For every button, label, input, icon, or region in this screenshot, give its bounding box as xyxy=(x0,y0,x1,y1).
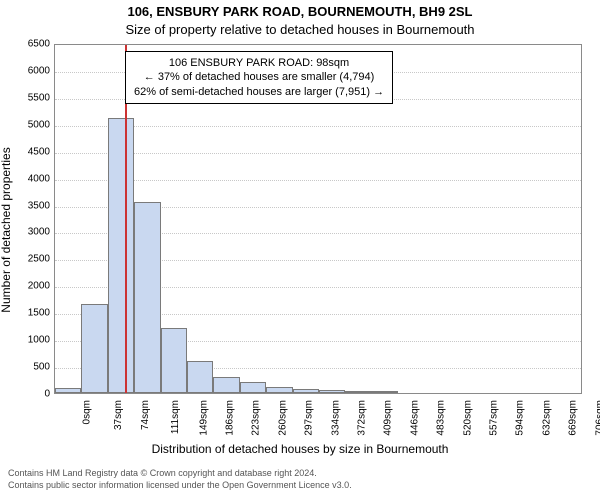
chart-title-1: 106, ENSBURY PARK ROAD, BOURNEMOUTH, BH9… xyxy=(0,4,600,19)
histogram-bar xyxy=(293,389,319,393)
x-tick-label: 149sqm xyxy=(198,400,209,436)
plot-area: 106 ENSBURY PARK ROAD: 98sqm← 37% of det… xyxy=(54,44,582,394)
y-tick-label: 1000 xyxy=(10,335,50,346)
x-axis-label: Distribution of detached houses by size … xyxy=(0,442,600,456)
histogram-bar xyxy=(55,388,81,393)
x-tick-label: 223sqm xyxy=(251,400,262,436)
x-tick-label: 632sqm xyxy=(541,400,552,436)
x-tick-label: 669sqm xyxy=(568,400,579,436)
y-tick-label: 0 xyxy=(10,389,50,400)
y-tick-label: 500 xyxy=(10,362,50,373)
x-tick-label: 594sqm xyxy=(515,400,526,436)
x-tick-label: 297sqm xyxy=(304,400,315,436)
y-tick-label: 2500 xyxy=(10,254,50,265)
x-tick-label: 334sqm xyxy=(330,400,341,436)
x-tick-label: 74sqm xyxy=(140,400,151,430)
x-tick-label: 186sqm xyxy=(225,400,236,436)
histogram-bar xyxy=(161,328,187,393)
annotation-line-2: ← 37% of detached houses are smaller (4,… xyxy=(134,70,384,84)
histogram-bar xyxy=(345,391,371,393)
x-tick-label: 37sqm xyxy=(113,400,124,430)
x-tick-label: 446sqm xyxy=(409,400,420,436)
chart-container: 106, ENSBURY PARK ROAD, BOURNEMOUTH, BH9… xyxy=(0,0,600,500)
x-tick-label: 520sqm xyxy=(462,400,473,436)
y-tick-label: 3000 xyxy=(10,227,50,238)
x-tick-label: 557sqm xyxy=(489,400,500,436)
y-tick-label: 5000 xyxy=(10,119,50,130)
histogram-bar xyxy=(134,202,160,393)
histogram-bar xyxy=(187,361,213,393)
x-tick-label: 0sqm xyxy=(81,400,92,424)
histogram-bar xyxy=(81,304,107,393)
y-tick-label: 6500 xyxy=(10,39,50,50)
annotation-box: 106 ENSBURY PARK ROAD: 98sqm← 37% of det… xyxy=(125,51,393,104)
y-tick-label: 1500 xyxy=(10,308,50,319)
annotation-line-3: 62% of semi-detached houses are larger (… xyxy=(134,85,384,99)
y-tick-label: 4000 xyxy=(10,173,50,184)
histogram-bar xyxy=(240,382,266,393)
x-tick-label: 111sqm xyxy=(170,400,181,434)
x-tick-label: 260sqm xyxy=(277,400,288,436)
y-tick-label: 5500 xyxy=(10,92,50,103)
histogram-bar xyxy=(266,387,292,393)
footer-line-1: Contains HM Land Registry data © Crown c… xyxy=(8,468,317,478)
y-tick-label: 4500 xyxy=(10,146,50,157)
annotation-line-1: 106 ENSBURY PARK ROAD: 98sqm xyxy=(134,56,384,70)
histogram-bar xyxy=(108,118,134,393)
x-tick-label: 372sqm xyxy=(357,400,368,436)
y-tick-label: 2000 xyxy=(10,281,50,292)
x-tick-label: 706sqm xyxy=(594,400,600,436)
histogram-bar xyxy=(213,377,239,393)
histogram-bar xyxy=(319,390,345,393)
histogram-bar xyxy=(372,391,398,393)
y-tick-label: 6000 xyxy=(10,65,50,76)
x-tick-label: 409sqm xyxy=(383,400,394,436)
y-tick-label: 3500 xyxy=(10,200,50,211)
footer-line-2: Contains public sector information licen… xyxy=(8,480,352,490)
chart-title-2: Size of property relative to detached ho… xyxy=(0,22,600,37)
x-tick-label: 483sqm xyxy=(436,400,447,436)
